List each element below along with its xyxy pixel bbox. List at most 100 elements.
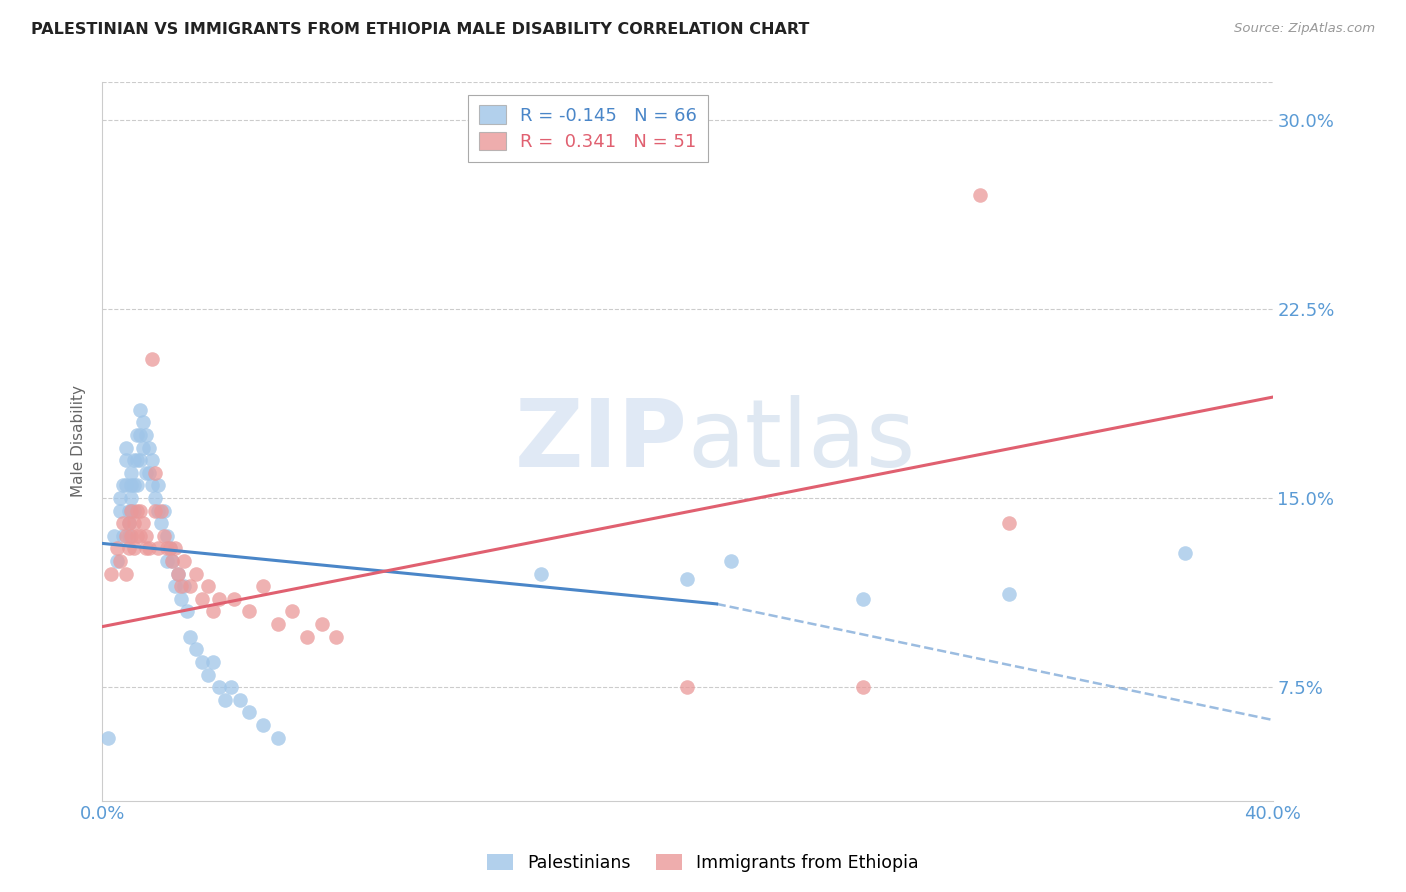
Point	[103, 529, 125, 543]
Point	[184, 566, 207, 581]
Y-axis label: Male Disability: Male Disability	[72, 385, 86, 497]
Point	[117, 503, 139, 517]
Point	[121, 478, 143, 492]
Point	[132, 415, 155, 429]
Point	[167, 566, 190, 581]
Point	[111, 516, 134, 531]
Text: atlas: atlas	[688, 395, 915, 487]
Point	[267, 617, 290, 632]
Point	[121, 529, 143, 543]
Point	[114, 566, 136, 581]
Point	[173, 554, 195, 568]
Point	[190, 591, 212, 606]
Point	[676, 572, 699, 586]
Point	[121, 491, 143, 505]
Point	[129, 529, 152, 543]
Point	[121, 466, 143, 480]
Point	[152, 503, 174, 517]
Point	[127, 428, 149, 442]
Legend: R = -0.145   N = 66, R =  0.341   N = 51: R = -0.145 N = 66, R = 0.341 N = 51	[468, 95, 709, 162]
Point	[214, 692, 236, 706]
Text: PALESTINIAN VS IMMIGRANTS FROM ETHIOPIA MALE DISABILITY CORRELATION CHART: PALESTINIAN VS IMMIGRANTS FROM ETHIOPIA …	[31, 22, 810, 37]
Point	[155, 541, 177, 556]
Point	[127, 529, 149, 543]
Point	[998, 516, 1021, 531]
Point	[238, 706, 260, 720]
Point	[969, 188, 991, 202]
Point	[129, 503, 152, 517]
Point	[105, 554, 128, 568]
Point	[1174, 546, 1197, 560]
Point	[311, 617, 333, 632]
Point	[179, 579, 201, 593]
Text: ZIP: ZIP	[515, 395, 688, 487]
Point	[219, 680, 242, 694]
Point	[197, 579, 219, 593]
Point	[141, 453, 163, 467]
Point	[152, 529, 174, 543]
Point	[141, 352, 163, 367]
Point	[149, 516, 172, 531]
Point	[162, 554, 184, 568]
Point	[173, 579, 195, 593]
Point	[208, 591, 231, 606]
Point	[229, 692, 252, 706]
Point	[124, 541, 146, 556]
Point	[165, 579, 187, 593]
Point	[530, 566, 553, 581]
Point	[208, 680, 231, 694]
Point	[222, 591, 245, 606]
Point	[121, 503, 143, 517]
Point	[127, 453, 149, 467]
Point	[117, 529, 139, 543]
Point	[852, 680, 875, 694]
Point	[129, 428, 152, 442]
Point	[97, 731, 120, 745]
Point	[129, 402, 152, 417]
Point	[138, 541, 160, 556]
Point	[111, 529, 134, 543]
Point	[155, 554, 177, 568]
Point	[720, 554, 742, 568]
Point	[143, 503, 166, 517]
Point	[267, 731, 290, 745]
Point	[114, 478, 136, 492]
Legend: Palestinians, Immigrants from Ethiopia: Palestinians, Immigrants from Ethiopia	[479, 847, 927, 879]
Point	[117, 516, 139, 531]
Point	[124, 516, 146, 531]
Point	[127, 478, 149, 492]
Point	[190, 655, 212, 669]
Point	[325, 630, 347, 644]
Point	[179, 630, 201, 644]
Text: Source: ZipAtlas.com: Source: ZipAtlas.com	[1234, 22, 1375, 36]
Point	[146, 503, 169, 517]
Point	[170, 591, 193, 606]
Point	[135, 428, 157, 442]
Point	[100, 566, 122, 581]
Point	[108, 554, 131, 568]
Point	[155, 529, 177, 543]
Point	[146, 541, 169, 556]
Point	[129, 453, 152, 467]
Point	[135, 466, 157, 480]
Point	[135, 529, 157, 543]
Point	[108, 491, 131, 505]
Point	[676, 680, 699, 694]
Point	[162, 554, 184, 568]
Point	[105, 541, 128, 556]
Point	[146, 478, 169, 492]
Point	[252, 718, 274, 732]
Point	[149, 503, 172, 517]
Point	[141, 478, 163, 492]
Point	[165, 541, 187, 556]
Point	[124, 503, 146, 517]
Point	[117, 541, 139, 556]
Point	[159, 541, 181, 556]
Point	[121, 503, 143, 517]
Point	[124, 453, 146, 467]
Point	[167, 566, 190, 581]
Point	[176, 605, 198, 619]
Point	[202, 655, 225, 669]
Point	[117, 516, 139, 531]
Point	[132, 516, 155, 531]
